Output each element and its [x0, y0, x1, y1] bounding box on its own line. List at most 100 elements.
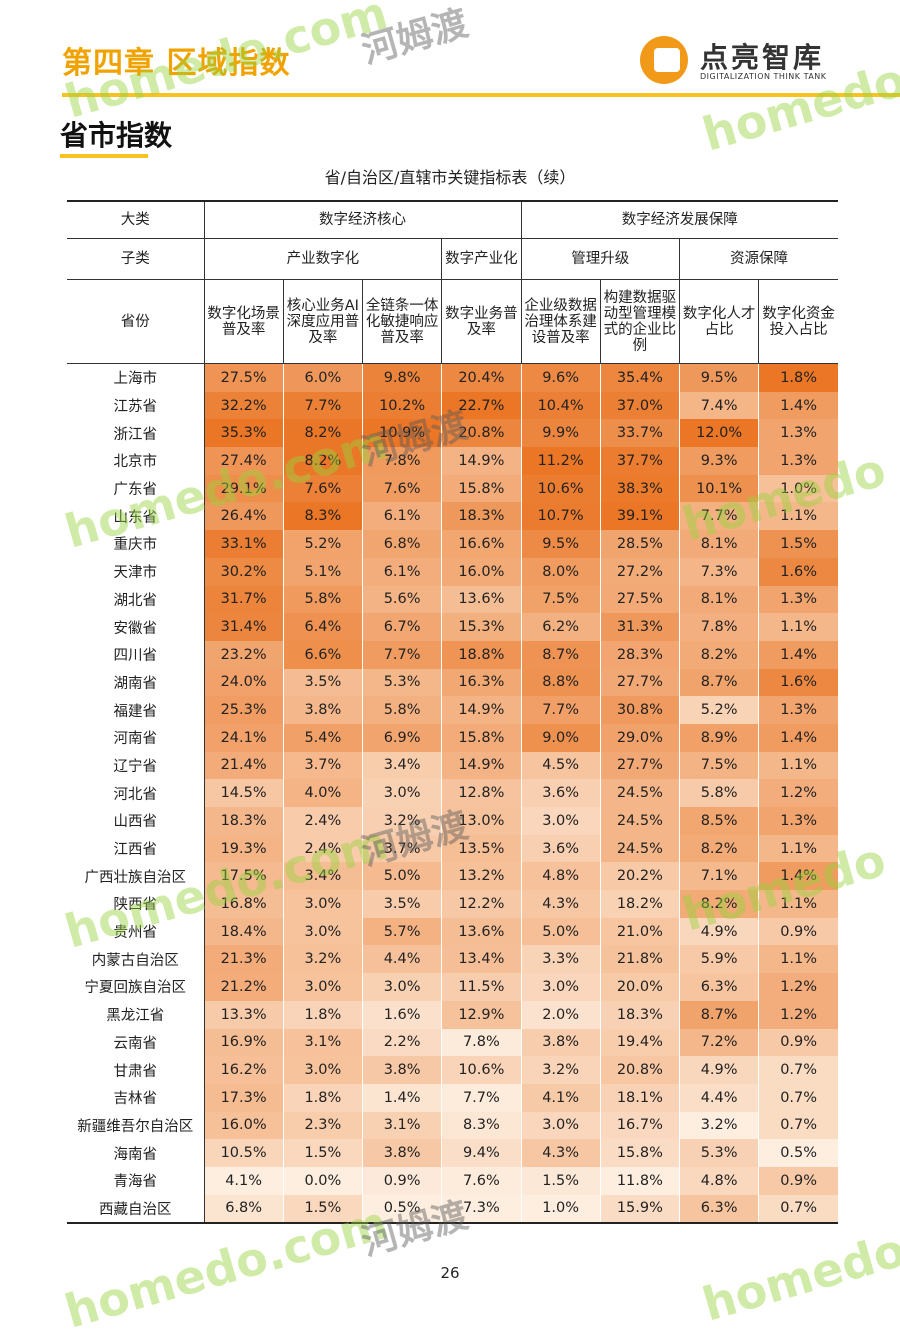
- value-cell: 1.3%: [758, 419, 838, 448]
- value-cell: 9.6%: [520, 363, 601, 392]
- value-cell: 8.2%: [282, 447, 363, 475]
- province-cell: 西藏自治区: [67, 1194, 205, 1225]
- data-row: 江西省 19.3% 2.4% 3.7% 13.5% 3.6% 24.5% 8.2% 1.1%: [67, 834, 838, 863]
- value-cell: 5.1%: [282, 557, 363, 586]
- value-cell: 9.3%: [678, 447, 759, 475]
- data-row: 广东省 29.1% 7.6% 7.6% 15.8% 10.6% 38.3% 10.1% 1.0%: [67, 474, 838, 503]
- value-cell: 30.8%: [599, 696, 680, 724]
- value-cell: 10.9%: [361, 419, 442, 448]
- value-cell: 18.3%: [599, 1000, 680, 1029]
- logo-subtitle: DIGITALIZATION THINK TANK: [700, 72, 827, 81]
- data-row: 吉林省 17.3% 1.8% 1.4% 7.7% 4.1% 18.1% 4.4% 0.7%: [67, 1083, 838, 1112]
- value-cell: 1.4%: [758, 391, 838, 420]
- value-cell: 1.4%: [758, 862, 838, 891]
- value-cell: 16.9%: [203, 1028, 284, 1057]
- value-cell: 16.6%: [441, 530, 521, 558]
- value-cell: 22.7%: [441, 391, 521, 420]
- data-row: 湖南省 24.0% 3.5% 5.3% 16.3% 8.8% 27.7% 8.7% 1.6%: [67, 668, 838, 697]
- value-cell: 1.1%: [758, 613, 838, 641]
- province-cell: 广东省: [67, 474, 205, 503]
- value-cell: 8.7%: [520, 640, 601, 669]
- value-cell: 5.2%: [678, 696, 759, 724]
- value-cell: 5.8%: [282, 585, 363, 614]
- value-cell: 7.7%: [361, 640, 442, 669]
- value-cell: 7.5%: [520, 585, 601, 614]
- data-row: 山西省 18.3% 2.4% 3.2% 13.0% 3.0% 24.5% 8.5% 1.3%: [67, 807, 838, 835]
- value-cell: 9.8%: [361, 363, 442, 392]
- watermark: 河姆渡: [357, 2, 473, 72]
- data-row: 四川省 23.2% 6.6% 7.7% 18.8% 8.7% 28.3% 8.2% 1.4%: [67, 640, 838, 669]
- value-cell: 33.1%: [203, 530, 284, 558]
- chapter-title: 第四章 区域指数: [62, 46, 291, 81]
- value-cell: 2.4%: [282, 834, 363, 863]
- province-cell: 江苏省: [67, 391, 205, 420]
- header-cell: 数字化场景普及率: [203, 279, 284, 364]
- value-cell: 17.3%: [203, 1083, 284, 1112]
- value-cell: 3.4%: [282, 862, 363, 891]
- value-cell: 1.3%: [758, 696, 838, 724]
- value-cell: 3.8%: [361, 1139, 442, 1167]
- header-cell: 数字化资金投入占比: [758, 279, 838, 364]
- province-cell: 贵州省: [67, 917, 205, 946]
- value-cell: 20.8%: [599, 1056, 680, 1084]
- value-cell: 5.3%: [678, 1139, 759, 1167]
- value-cell: 4.8%: [678, 1166, 759, 1195]
- value-cell: 1.8%: [282, 1083, 363, 1112]
- value-cell: 1.5%: [282, 1194, 363, 1225]
- value-cell: 3.6%: [520, 779, 601, 807]
- value-cell: 5.9%: [678, 945, 759, 974]
- value-cell: 37.0%: [599, 391, 680, 420]
- data-row: 黑龙江省 13.3% 1.8% 1.6% 12.9% 2.0% 18.3% 8.7% 1.2%: [67, 1000, 838, 1029]
- table-body: 上海市 27.5% 6.0% 9.8% 20.4% 9.6% 35.4% 9.5% 1.8% 江苏…: [67, 363, 838, 1225]
- value-cell: 3.0%: [520, 973, 601, 1001]
- value-cell: 8.2%: [678, 834, 759, 863]
- data-row: 江苏省 32.2% 7.7% 10.2% 22.7% 10.4% 37.0% 7.4% 1.4%: [67, 391, 838, 420]
- value-cell: 16.0%: [203, 1111, 284, 1140]
- value-cell: 3.2%: [520, 1056, 601, 1084]
- value-cell: 1.0%: [758, 474, 838, 503]
- value-cell: 11.8%: [599, 1166, 680, 1195]
- data-row: 北京市 27.4% 8.2% 7.8% 14.9% 11.2% 37.7% 9.3% 1.3%: [67, 447, 838, 475]
- value-cell: 18.3%: [441, 502, 521, 531]
- value-cell: 30.2%: [203, 557, 284, 586]
- data-row: 安徽省 31.4% 6.4% 6.7% 15.3% 6.2% 31.3% 7.8% 1.1%: [67, 613, 838, 641]
- value-cell: 9.5%: [520, 530, 601, 558]
- value-cell: 8.9%: [678, 723, 759, 752]
- value-cell: 1.3%: [758, 807, 838, 835]
- value-cell: 3.8%: [520, 1028, 601, 1057]
- value-cell: 1.4%: [758, 723, 838, 752]
- value-cell: 7.4%: [678, 391, 759, 420]
- value-cell: 2.2%: [361, 1028, 442, 1057]
- value-cell: 17.5%: [203, 862, 284, 891]
- value-cell: 13.6%: [441, 585, 521, 614]
- header-cell: 管理升级: [520, 238, 680, 280]
- data-row: 甘肃省 16.2% 3.0% 3.8% 10.6% 3.2% 20.8% 4.9% 0.7%: [67, 1056, 838, 1084]
- value-cell: 12.0%: [678, 419, 759, 448]
- value-cell: 19.3%: [203, 834, 284, 863]
- value-cell: 8.8%: [520, 668, 601, 697]
- header-cell: 数字产业化: [441, 238, 521, 280]
- value-cell: 27.2%: [599, 557, 680, 586]
- header-cell: 资源保障: [679, 238, 838, 280]
- province-cell: 重庆市: [67, 530, 205, 558]
- value-cell: 14.9%: [441, 447, 521, 475]
- province-cell: 陕西省: [67, 890, 205, 918]
- value-cell: 32.2%: [203, 391, 284, 420]
- value-cell: 4.1%: [203, 1166, 284, 1195]
- value-cell: 24.5%: [599, 807, 680, 835]
- value-cell: 7.7%: [282, 391, 363, 420]
- province-cell: 江西省: [67, 834, 205, 863]
- value-cell: 3.0%: [282, 1056, 363, 1084]
- data-row: 宁夏回族自治区 21.2% 3.0% 3.0% 11.5% 3.0% 20.0% 6.3% 1.…: [67, 973, 838, 1001]
- value-cell: 18.1%: [599, 1083, 680, 1112]
- province-cell: 北京市: [67, 447, 205, 475]
- value-cell: 3.8%: [361, 1056, 442, 1084]
- value-cell: 37.7%: [599, 447, 680, 475]
- value-cell: 24.5%: [599, 834, 680, 863]
- value-cell: 1.2%: [758, 779, 838, 807]
- province-cell: 广西壮族自治区: [67, 862, 205, 891]
- value-cell: 1.4%: [361, 1083, 442, 1112]
- value-cell: 27.5%: [203, 363, 284, 392]
- value-cell: 33.7%: [599, 419, 680, 448]
- value-cell: 10.7%: [520, 502, 601, 531]
